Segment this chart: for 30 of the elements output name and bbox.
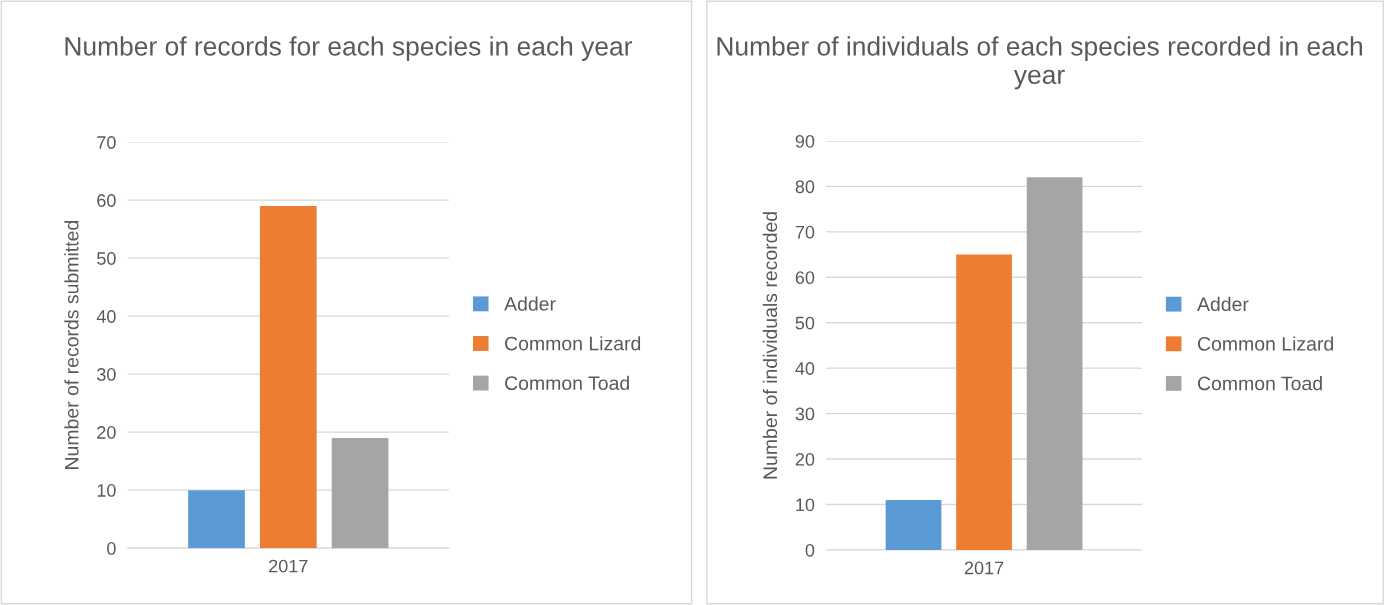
chart-title: Number of individuals of each species recorded in each year	[717, 36, 1362, 90]
legend-label: Adder	[504, 296, 556, 311]
y-axis-title: Number of individuals recorded	[762, 212, 778, 479]
legend-label: Common Toad	[1197, 376, 1322, 391]
y-tick-label: 70	[795, 225, 815, 239]
y-tick-label: 70	[97, 136, 116, 149]
y-tick-label: 50	[795, 316, 815, 330]
y-tick-label: 20	[97, 426, 116, 439]
y-tick-label: 0	[107, 542, 116, 555]
legend-label: Common Lizard	[505, 336, 641, 351]
y-tick-label: 40	[795, 362, 815, 375]
y-tick-label: 20	[795, 452, 815, 466]
y-tick-label: 30	[97, 368, 116, 381]
y-axis-title: Number of records submitted	[64, 221, 79, 469]
y-tick-label: 10	[97, 484, 116, 497]
y-tick-label: 10	[796, 498, 815, 512]
x-tick-label: 2017	[964, 561, 1004, 575]
y-tick-label: 60	[795, 271, 815, 285]
y-tick-label: 90	[795, 134, 815, 148]
y-tick-label: 80	[795, 180, 815, 194]
legend-label: Common Lizard	[1197, 336, 1333, 351]
y-tick-label: 60	[97, 194, 116, 207]
y-tick-label: 40	[96, 310, 116, 323]
y-tick-label: 50	[97, 252, 116, 265]
legend-label: Common Toad	[505, 375, 629, 391]
chart-title: Number of records for each species in each year	[65, 36, 633, 61]
legend-label: Adder	[1197, 296, 1249, 312]
y-tick-label: 0	[805, 543, 815, 557]
x-tick-label: 2017	[269, 559, 308, 573]
y-tick-label: 30	[795, 407, 815, 421]
